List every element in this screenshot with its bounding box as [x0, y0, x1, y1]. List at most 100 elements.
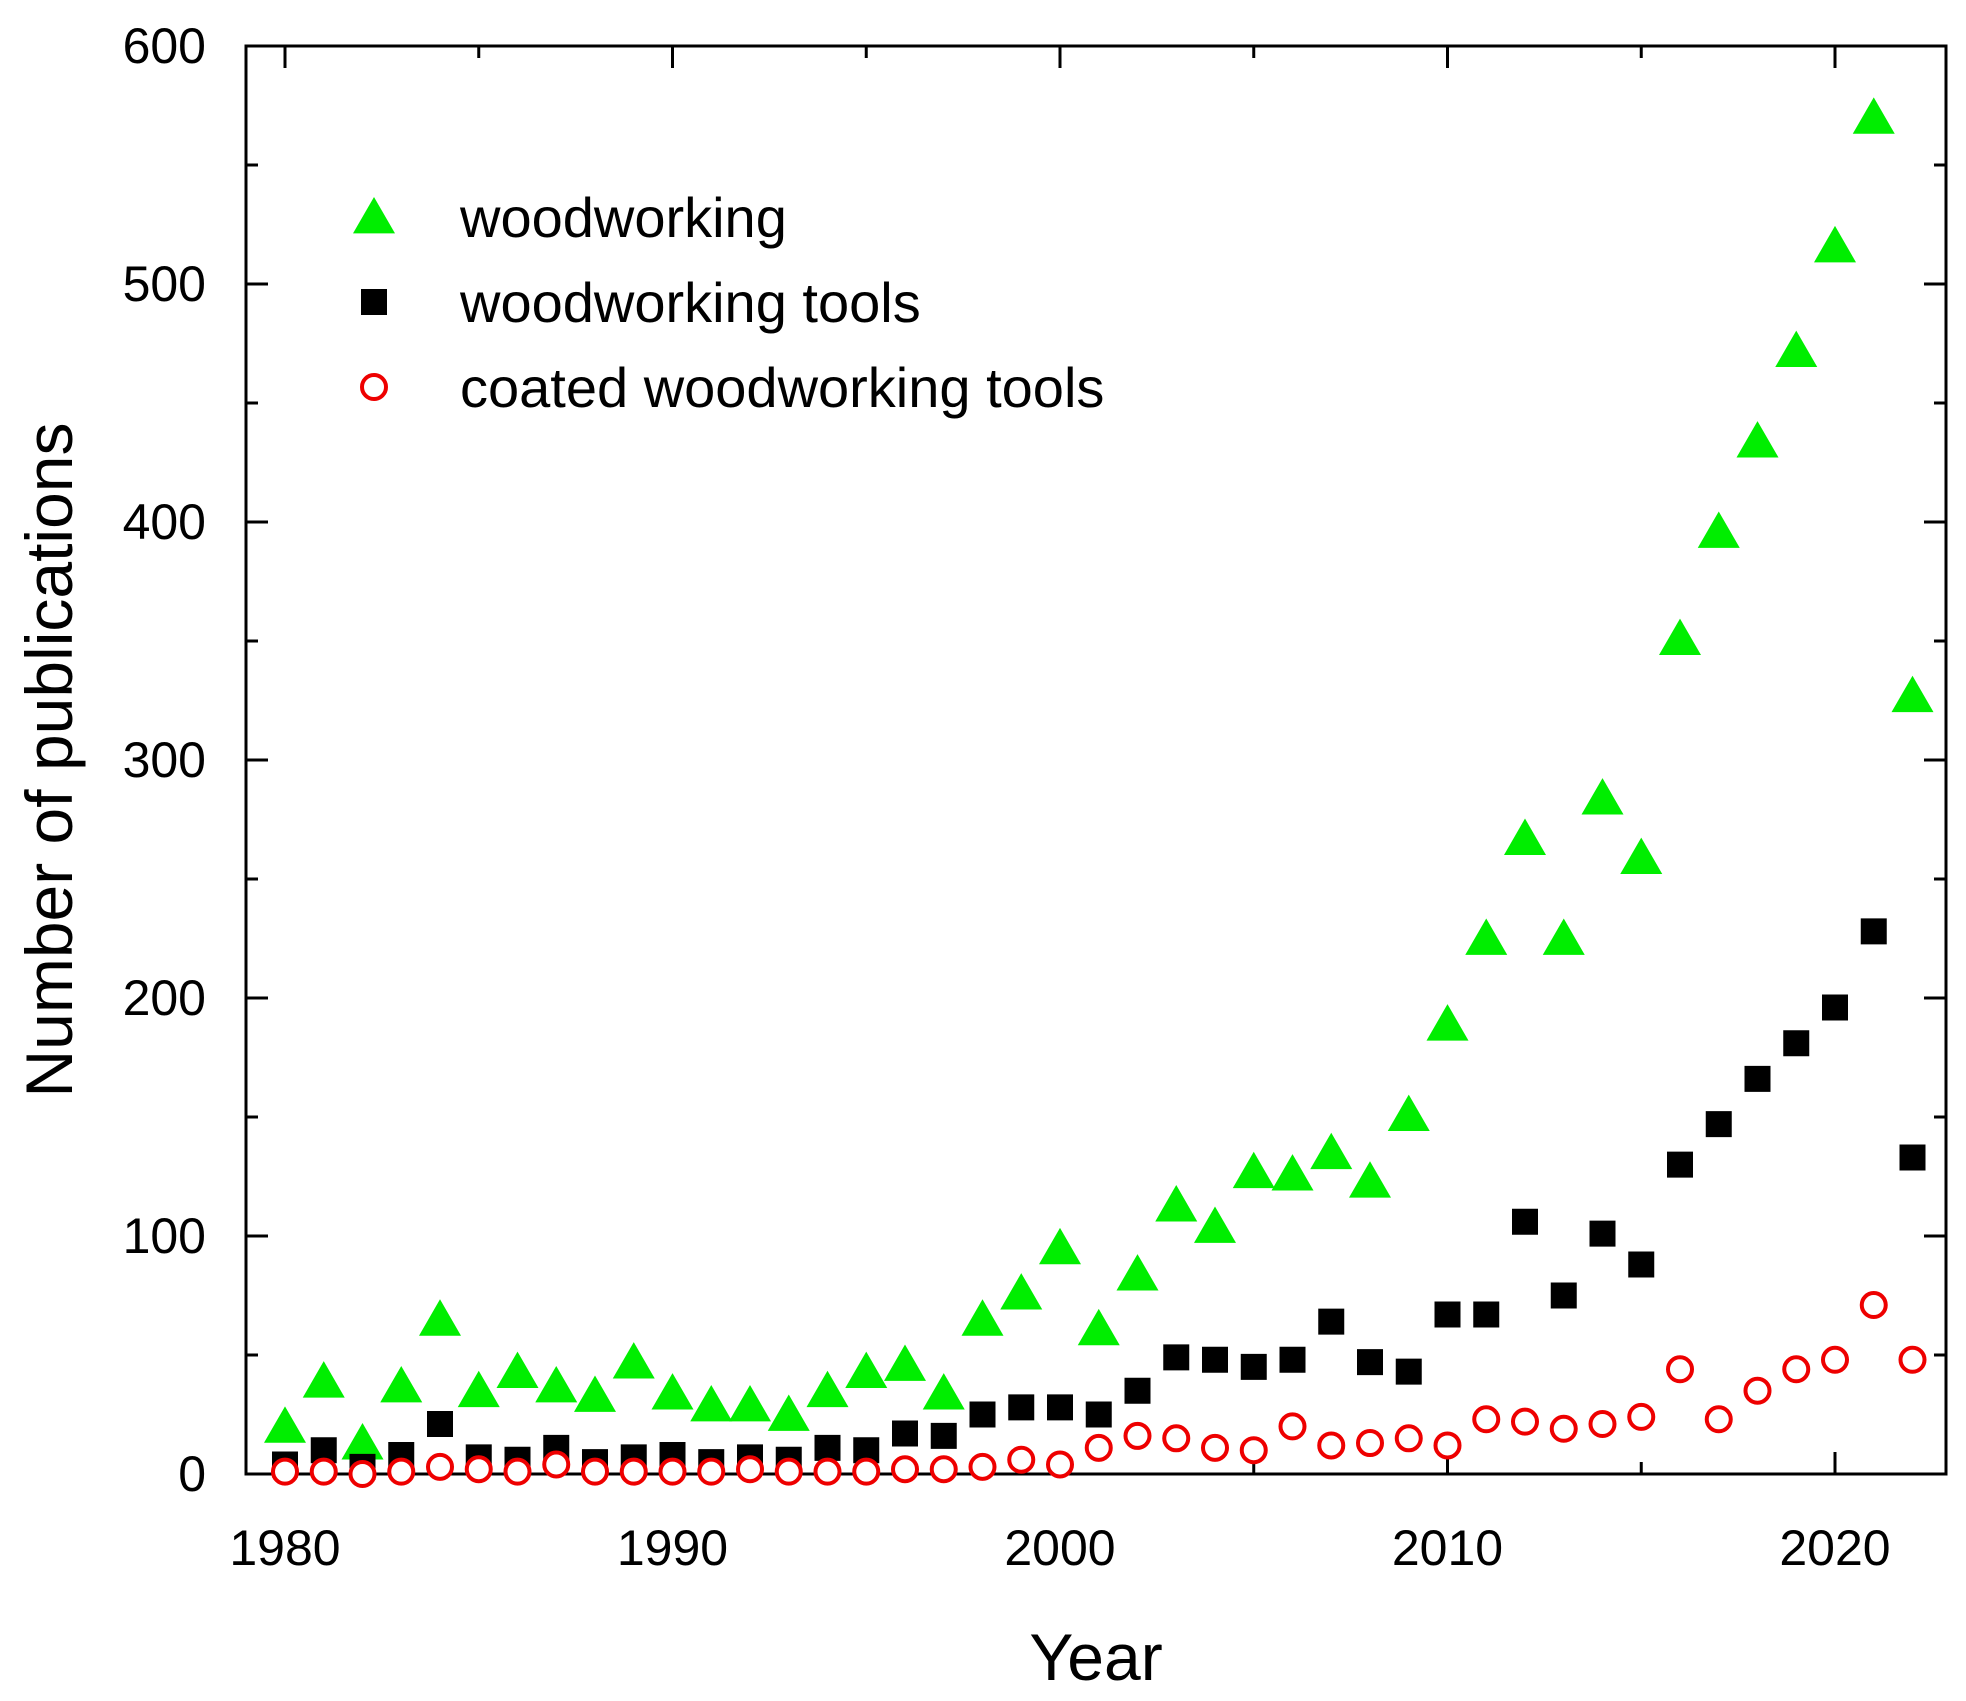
data-point: [1357, 1349, 1383, 1376]
data-point: [929, 1455, 958, 1484]
data-point: [845, 1351, 888, 1389]
data-point: [1085, 1401, 1112, 1428]
data-point: [1550, 1282, 1577, 1309]
data-point: [1163, 1344, 1190, 1371]
data-point: [264, 1406, 306, 1443]
data-point: [1123, 1421, 1152, 1450]
data-point: [1510, 1407, 1540, 1436]
data-point: [1310, 1132, 1353, 1170]
data-point: [892, 1420, 918, 1447]
data-point: [1077, 1308, 1120, 1346]
data-point: [735, 1455, 765, 1484]
data-point: [1155, 1185, 1198, 1222]
data-point: [302, 1361, 345, 1398]
plot-frame: [244, 44, 1948, 1476]
data-point: [1007, 1445, 1036, 1474]
data-point: [1278, 1412, 1307, 1441]
data-point: [1581, 778, 1624, 815]
data-point: [1697, 511, 1740, 548]
data-point: [1000, 1273, 1043, 1310]
data-point: [427, 1411, 453, 1438]
data-point: [852, 1457, 881, 1486]
data-point: [1775, 330, 1818, 368]
data-point: [1433, 1431, 1462, 1460]
data-point: [1194, 1206, 1236, 1243]
data-point: [309, 1457, 338, 1486]
data-point: [651, 1373, 694, 1410]
y-tick-label: 400: [123, 494, 206, 550]
data-point: [348, 1460, 377, 1488]
data-point: [1852, 97, 1895, 134]
data-point: [1271, 1154, 1314, 1191]
y-axis-title: Number of publications: [12, 422, 86, 1097]
data-point: [1047, 1394, 1073, 1421]
data-point: [619, 1457, 648, 1486]
data-point: [853, 1437, 880, 1464]
axis-ticks: [246, 44, 1946, 1476]
data-point: [961, 1299, 1004, 1336]
data-point: [884, 1344, 926, 1381]
data-point: [1162, 1424, 1191, 1453]
data-point: [1240, 1353, 1267, 1380]
data-point: [774, 1457, 803, 1486]
data-point: [380, 1365, 423, 1403]
data-point: [1705, 1111, 1732, 1138]
data-point: [1891, 675, 1934, 713]
y-tick-label: 200: [123, 970, 206, 1026]
data-point: [690, 1384, 733, 1422]
data-point: [1232, 1151, 1275, 1189]
data-point: [1820, 1345, 1850, 1374]
y-tick-label: 0: [178, 1446, 206, 1502]
data-point: [1704, 1405, 1733, 1434]
data-point: [457, 1370, 500, 1408]
x-tick-label: 1990: [617, 1520, 728, 1576]
data-point: [1318, 1308, 1345, 1335]
data-point: [1008, 1394, 1035, 1421]
data-point: [930, 1422, 957, 1449]
data-point: [341, 1423, 384, 1460]
series-coated-woodworking-tools: [270, 1291, 1927, 1488]
data-point: [1542, 918, 1585, 955]
data-point: [542, 1450, 571, 1479]
data-point: [1355, 1429, 1385, 1458]
data-point: [535, 1365, 578, 1403]
data-point: [1736, 421, 1779, 458]
series-woodworking: [264, 97, 1934, 1460]
y-tick-label: 100: [123, 1208, 206, 1264]
data-point: [1387, 1094, 1430, 1132]
x-tick-label: 2010: [1392, 1520, 1503, 1576]
data-point: [969, 1401, 996, 1428]
data-point: [1859, 1291, 1888, 1320]
data-point: [1744, 1065, 1771, 1092]
data-point: [310, 1437, 337, 1464]
data-point: [1084, 1433, 1113, 1462]
data-point: [1589, 1220, 1616, 1247]
data-point: [1426, 1004, 1469, 1041]
data-point: [658, 1457, 687, 1486]
data-point: [464, 1455, 493, 1484]
legend: woodworking woodworking tools coated woo…: [353, 186, 1104, 419]
legend-marker-woodworking: [353, 197, 395, 234]
data-point: [968, 1452, 997, 1481]
data-point: [1659, 618, 1701, 656]
data-point: [1782, 1355, 1811, 1384]
x-axis-title: Year: [1029, 1620, 1162, 1694]
data-point: [425, 1452, 455, 1481]
data-point: [612, 1342, 655, 1379]
data-point: [1434, 1301, 1461, 1328]
data-point: [496, 1351, 539, 1389]
data-point: [1628, 1251, 1655, 1278]
data-point: [1039, 1227, 1081, 1265]
data-point: [1349, 1161, 1391, 1198]
data-point: [806, 1370, 849, 1408]
data-point: [697, 1457, 726, 1486]
data-point: [1665, 1355, 1695, 1384]
legend-label-woodworking-tools: woodworking tools: [459, 271, 921, 334]
data-point: [922, 1373, 965, 1410]
data-point: [1899, 1144, 1926, 1171]
data-point: [1860, 918, 1887, 945]
data-point: [1239, 1436, 1268, 1465]
data-point: [1200, 1433, 1230, 1462]
data-point: [1472, 1405, 1501, 1434]
legend-marker-coated-woodworking-tools: [359, 373, 389, 401]
